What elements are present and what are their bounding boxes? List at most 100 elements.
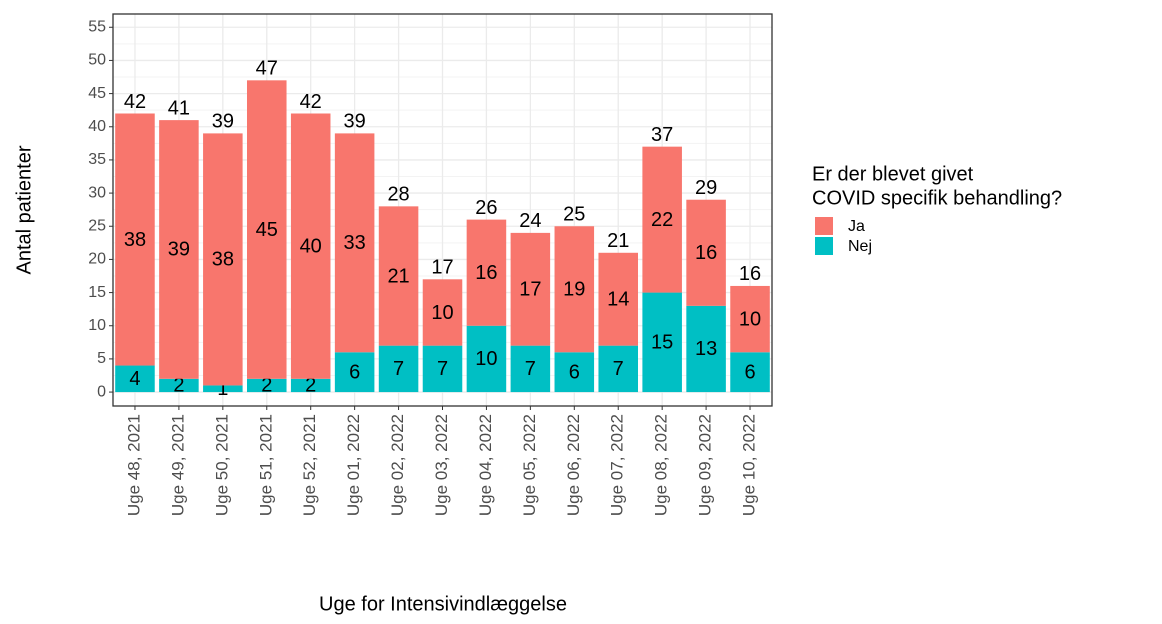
segment-label: 21 <box>387 265 409 287</box>
x-tick-label: Uge 07, 2022 <box>608 414 627 516</box>
segment-label: 14 <box>607 288 629 310</box>
segment-label: 38 <box>124 229 146 251</box>
segment-label: 22 <box>651 209 673 231</box>
y-tick-label: 50 <box>88 52 106 69</box>
bar-segment <box>466 219 507 326</box>
total-label: 29 <box>695 177 717 199</box>
bar-segment <box>554 352 595 393</box>
total-label: 39 <box>344 111 366 133</box>
segment-label: 2 <box>305 375 316 397</box>
total-label: 25 <box>563 204 585 226</box>
plot-border <box>112 13 773 407</box>
total-label: 16 <box>739 263 761 285</box>
x-tick-label: Uge 02, 2022 <box>388 414 407 516</box>
segment-label: 38 <box>212 249 234 271</box>
x-tick-label: Uge 48, 2021 <box>124 414 143 516</box>
x-tick-label: Uge 01, 2022 <box>344 414 363 516</box>
segment-label: 39 <box>168 239 190 261</box>
segment-label: 4 <box>129 368 140 390</box>
legend-key <box>815 217 833 235</box>
segment-label: 6 <box>744 361 755 383</box>
bar-segment <box>598 252 639 346</box>
legend-title: COVID specifik behandling? <box>812 187 1062 209</box>
bar-segment <box>686 305 726 393</box>
bar-segment <box>642 146 682 293</box>
bar-segment <box>203 133 243 386</box>
total-label: 17 <box>431 257 453 279</box>
bar-segment <box>159 120 199 379</box>
x-tick-label: Uge 51, 2021 <box>256 414 275 516</box>
y-tick-label: 0 <box>97 383 106 400</box>
y-tick-label: 35 <box>88 151 106 168</box>
bar-segment <box>290 378 331 393</box>
segment-label: 40 <box>300 235 322 257</box>
segment-label: 13 <box>695 338 717 360</box>
y-tick-label: 25 <box>88 217 106 234</box>
x-tick-label: Uge 08, 2022 <box>652 414 671 516</box>
y-tick-label: 30 <box>88 184 106 201</box>
bar-segment <box>510 345 551 393</box>
total-label: 28 <box>387 184 409 206</box>
bar-segment <box>334 352 375 393</box>
legend-title: Er der blevet givet <box>812 163 974 185</box>
segment-label: 16 <box>475 262 497 284</box>
y-tick-label: 45 <box>88 85 106 102</box>
bar-segment <box>466 325 507 393</box>
bar-segment <box>422 345 463 393</box>
x-tick-label: Uge 06, 2022 <box>564 414 583 516</box>
segment-label: 6 <box>569 361 580 383</box>
segment-label: 10 <box>739 308 761 330</box>
segment-label: 17 <box>519 279 541 301</box>
bar-segment <box>686 199 726 306</box>
bar-segment <box>554 226 595 353</box>
bar-segment <box>730 285 770 353</box>
bar-segment <box>422 279 463 346</box>
y-axis-title: Antal patienter <box>13 145 35 274</box>
bar-segment <box>334 133 375 353</box>
segment-label: 7 <box>525 358 536 380</box>
x-tick-label: Uge 52, 2021 <box>300 414 319 516</box>
y-tick-label: 5 <box>97 350 106 367</box>
segment-label: 33 <box>344 232 366 254</box>
segment-label: 2 <box>261 375 272 397</box>
bar-segment <box>203 385 243 393</box>
segment-label: 45 <box>256 219 278 241</box>
x-axis-title: Uge for Intensivindlæggelse <box>319 593 567 615</box>
bar-segment <box>115 113 155 366</box>
total-label: 42 <box>300 91 322 113</box>
segment-label: 19 <box>563 279 585 301</box>
bar-segment <box>510 232 551 346</box>
y-tick-label: 40 <box>88 118 106 135</box>
y-tick-label: 10 <box>88 317 106 334</box>
total-label: 41 <box>168 97 190 119</box>
segment-label: 10 <box>475 348 497 370</box>
bar-segment <box>378 345 419 393</box>
y-tick-label: 20 <box>88 251 106 268</box>
segment-label: 7 <box>613 358 624 380</box>
bar-segment <box>378 206 419 346</box>
bar-segment <box>598 345 639 393</box>
segment-label: 2 <box>173 375 184 397</box>
total-label: 37 <box>651 124 673 146</box>
x-tick-label: Uge 50, 2021 <box>212 414 231 516</box>
bar-segment <box>290 113 331 379</box>
legend-label: Ja <box>848 218 865 235</box>
x-tick-label: Uge 04, 2022 <box>476 414 495 516</box>
x-tick-label: Uge 49, 2021 <box>168 414 187 516</box>
x-tick-label: Uge 03, 2022 <box>432 414 451 516</box>
segment-label: 7 <box>393 358 404 380</box>
legend-label: Nej <box>848 238 872 255</box>
segment-label: 15 <box>651 332 673 354</box>
segment-label: 1 <box>217 378 228 400</box>
x-tick-label: Uge 05, 2022 <box>520 414 539 516</box>
bar-segment <box>246 80 287 379</box>
x-tick-label: Uge 10, 2022 <box>740 414 759 516</box>
total-label: 21 <box>607 230 629 252</box>
segment-label: 16 <box>695 242 717 264</box>
segment-label: 6 <box>349 361 360 383</box>
total-label: 39 <box>212 111 234 133</box>
total-label: 26 <box>475 197 497 219</box>
bar-segment <box>246 378 287 393</box>
total-label: 42 <box>124 91 146 113</box>
